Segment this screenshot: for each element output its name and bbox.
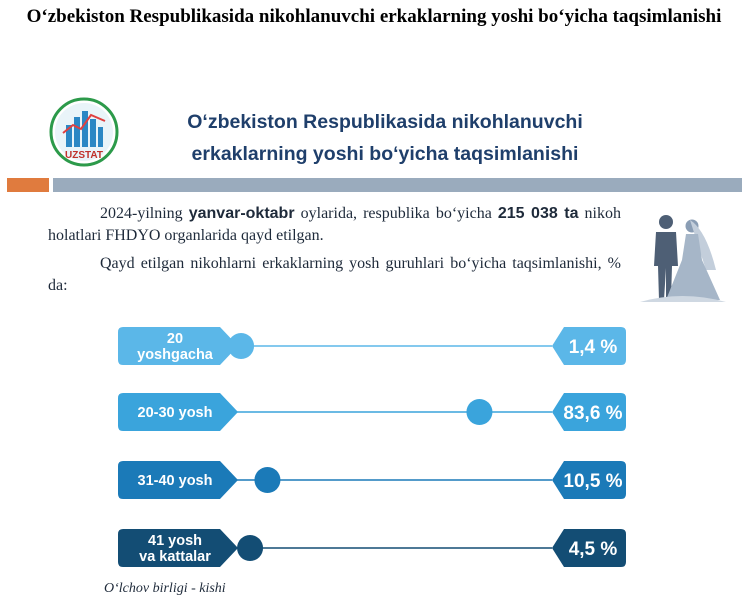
- header-title-line2: erkaklarning yoshi bo‘yicha taqsimlanish…: [191, 143, 579, 165]
- category-label: 20-30 yosh: [138, 405, 213, 421]
- header-title: O‘zbekiston Respublikasida nikohlanuvchi…: [130, 106, 640, 170]
- value-badge: [552, 327, 626, 365]
- value-label: 4,5 %: [569, 539, 618, 560]
- accent-bar-grey: [53, 178, 742, 192]
- value-dot: [254, 467, 281, 493]
- unit-note: O‘lchov birligi - kishi: [104, 581, 226, 596]
- category-label: 41 yosh va kattalar: [139, 533, 211, 565]
- value-badge: [552, 393, 626, 431]
- category-label: 31-40 yosh: [138, 473, 213, 489]
- page-title: O‘zbekiston Respublikasida nikohlanuvchi…: [26, 6, 722, 27]
- value-dot: [237, 535, 264, 561]
- category-badge: [118, 393, 238, 431]
- value-label: 1,4 %: [569, 337, 618, 358]
- value-badge: [552, 461, 626, 499]
- value-dot: [228, 333, 255, 359]
- age-distribution-chart: 20 yoshgacha 1,4 % 20-30 yosh 83,6 % 31-40 yo…: [118, 327, 626, 567]
- intro-paragraph-1: 2024-yilning yanvar-oktabr oylarida, res…: [48, 205, 622, 244]
- accent-bar-orange: [7, 178, 49, 192]
- category-badge: [118, 461, 238, 499]
- intro-paragraph-2: Qayd etilgan nikohlarni erkaklarning yos…: [48, 255, 621, 294]
- value-dot: [466, 399, 493, 425]
- value-label: 83,6 %: [563, 403, 622, 424]
- header-title-line1: O‘zbekiston Respublikasida nikohlanuvchi: [187, 111, 583, 133]
- wedding-couple-icon: [640, 215, 726, 302]
- logo-text: UZSTAT: [65, 150, 103, 161]
- value-badge: [552, 529, 626, 567]
- category-label: 20 yoshgacha: [137, 331, 214, 363]
- value-label: 10,5 %: [563, 471, 622, 492]
- category-badge: [118, 529, 238, 567]
- uzstat-logo: UZSTAT: [49, 97, 119, 167]
- category-badge: [118, 327, 238, 365]
